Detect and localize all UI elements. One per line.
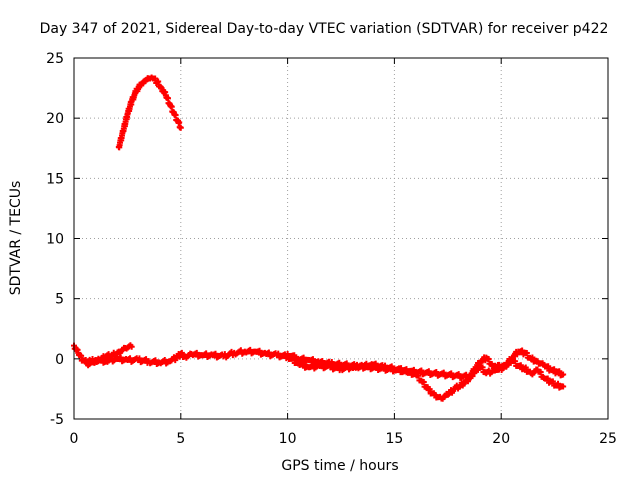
axis-ticks: 0 5 10 15 20 25 -5 0 5 10 15 20 25 <box>46 51 617 447</box>
data-point-trace <box>159 88 169 96</box>
data-point-trace <box>104 351 115 361</box>
y-tick-label: 15 <box>46 171 64 187</box>
data-point-trace <box>138 78 147 89</box>
x-tick-label: 20 <box>492 431 510 447</box>
x-tick-label: 0 <box>70 431 79 447</box>
data-point-trace <box>433 393 444 401</box>
data-point <box>560 371 567 378</box>
x-tick-label: 10 <box>279 431 297 447</box>
x-tick-label: 25 <box>599 431 617 447</box>
data-point-trace <box>445 387 457 397</box>
x-tick-label: 15 <box>385 431 403 447</box>
data-point-trace <box>426 386 437 397</box>
data-point-trace <box>120 113 131 134</box>
data-points <box>71 74 567 402</box>
data-point-trace <box>522 364 534 375</box>
y-tick-label: 10 <box>46 232 64 248</box>
chart-title: Day 347 of 2021, Sidereal Day-to-day VTE… <box>40 21 609 37</box>
data-point-trace <box>535 360 546 367</box>
y-tick-label: -5 <box>50 412 64 428</box>
data-point <box>128 343 135 350</box>
data-point-trace <box>516 347 527 358</box>
y-tick-label: 0 <box>55 352 64 368</box>
y-tick-label: 5 <box>55 292 64 308</box>
y-axis-label: SDTVAR / TECUs <box>8 181 24 296</box>
data-point <box>177 124 184 131</box>
data-point-trace <box>328 358 471 382</box>
data-point <box>560 383 567 390</box>
y-tick-label: 20 <box>46 111 64 127</box>
x-tick-label: 5 <box>176 431 185 447</box>
data-point-trace <box>484 367 495 377</box>
x-axis-label: GPS time / hours <box>281 458 398 474</box>
data-point-trace <box>151 75 160 86</box>
data-point-trace <box>452 382 463 392</box>
data-point-trace <box>542 375 553 386</box>
data-point-trace <box>71 345 81 353</box>
data-point-trace <box>80 357 89 364</box>
data-point-trace <box>548 366 559 377</box>
data-point-trace <box>142 75 151 85</box>
y-tick-label: 25 <box>46 51 64 67</box>
